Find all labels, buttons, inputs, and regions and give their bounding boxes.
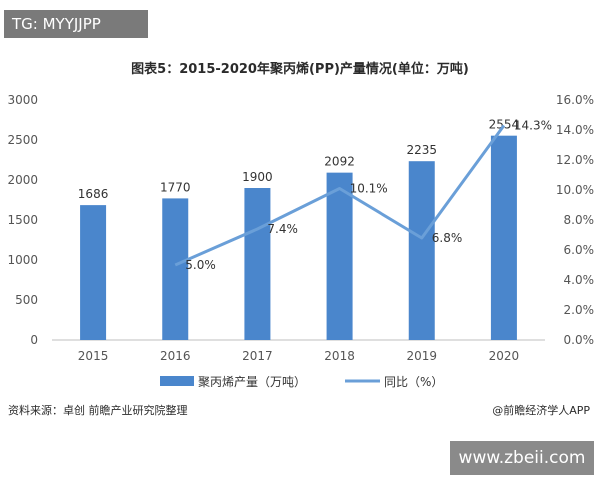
line-value-label: 7.4% [267,222,298,236]
line-value-label: 5.0% [185,258,216,272]
x-tick-label: 2020 [489,349,520,363]
bar-value-label: 2235 [406,143,437,157]
y-right-tick-label: 0.0% [564,333,595,347]
bar [490,135,517,340]
y-right-tick-label: 12.0% [556,153,594,167]
y-right-tick-label: 16.0% [556,93,594,107]
legend-bar-label: 聚丙烯产量（万吨） [198,375,306,389]
y-left-tick-label: 2000 [7,173,38,187]
bar-value-label: 2092 [324,155,355,169]
bar-value-label: 1686 [78,187,109,201]
bar-value-label: 2554 [489,118,520,132]
line-value-label: 6.8% [432,231,463,245]
bar [244,188,271,340]
x-tick-label: 2019 [406,349,437,363]
y-left-tick-label: 1500 [7,213,38,227]
legend-line-label: 同比（%） [384,375,443,389]
chart-svg: 0 500 1000 1500 2000 2500 3000 0.0% 2.0% 4.0% 6.0%… [7,93,595,389]
x-tick-label: 2016 [160,349,191,363]
y-right-tick-label: 2.0% [564,303,595,317]
bar [162,198,189,340]
line-value-label: 10.1% [350,182,388,196]
y-left-tick-label: 2500 [7,133,38,147]
site-label: www.zbeii.com [450,441,594,475]
y-right-tick-label: 6.0% [564,243,595,257]
bar [408,161,435,340]
y-left-tick-label: 1000 [7,253,38,267]
y-left-tick-label: 500 [15,293,38,307]
credit-text: @前瞻经济学人APP [492,404,590,417]
x-tick-label: 2018 [324,349,355,363]
y-left-tick-label: 3000 [7,93,38,107]
bar [326,172,353,340]
yoy-line [174,124,506,267]
watermark-tag: TG: MYYJJPP [4,10,148,38]
line-value-label: 14.3% [514,119,552,133]
y-left-tick-label: 0 [30,333,38,347]
legend-bar-swatch [160,376,194,386]
y-right-tick-label: 4.0% [564,273,595,287]
bar-value-label: 1770 [160,180,191,194]
x-tick-label: 2017 [242,349,273,363]
bar-value-label: 1900 [242,170,273,184]
x-tick-label: 2015 [78,349,109,363]
y-right-tick-label: 8.0% [564,213,595,227]
chart-title: 图表5：2015-2020年聚丙烯(PP)产量情况(单位：万吨) [131,62,469,77]
y-right-tick-label: 14.0% [556,123,594,137]
bar [80,205,107,340]
y-right-tick-label: 10.0% [556,183,594,197]
source-note: 资料来源：卓创 前瞻产业研究院整理 [8,404,188,417]
